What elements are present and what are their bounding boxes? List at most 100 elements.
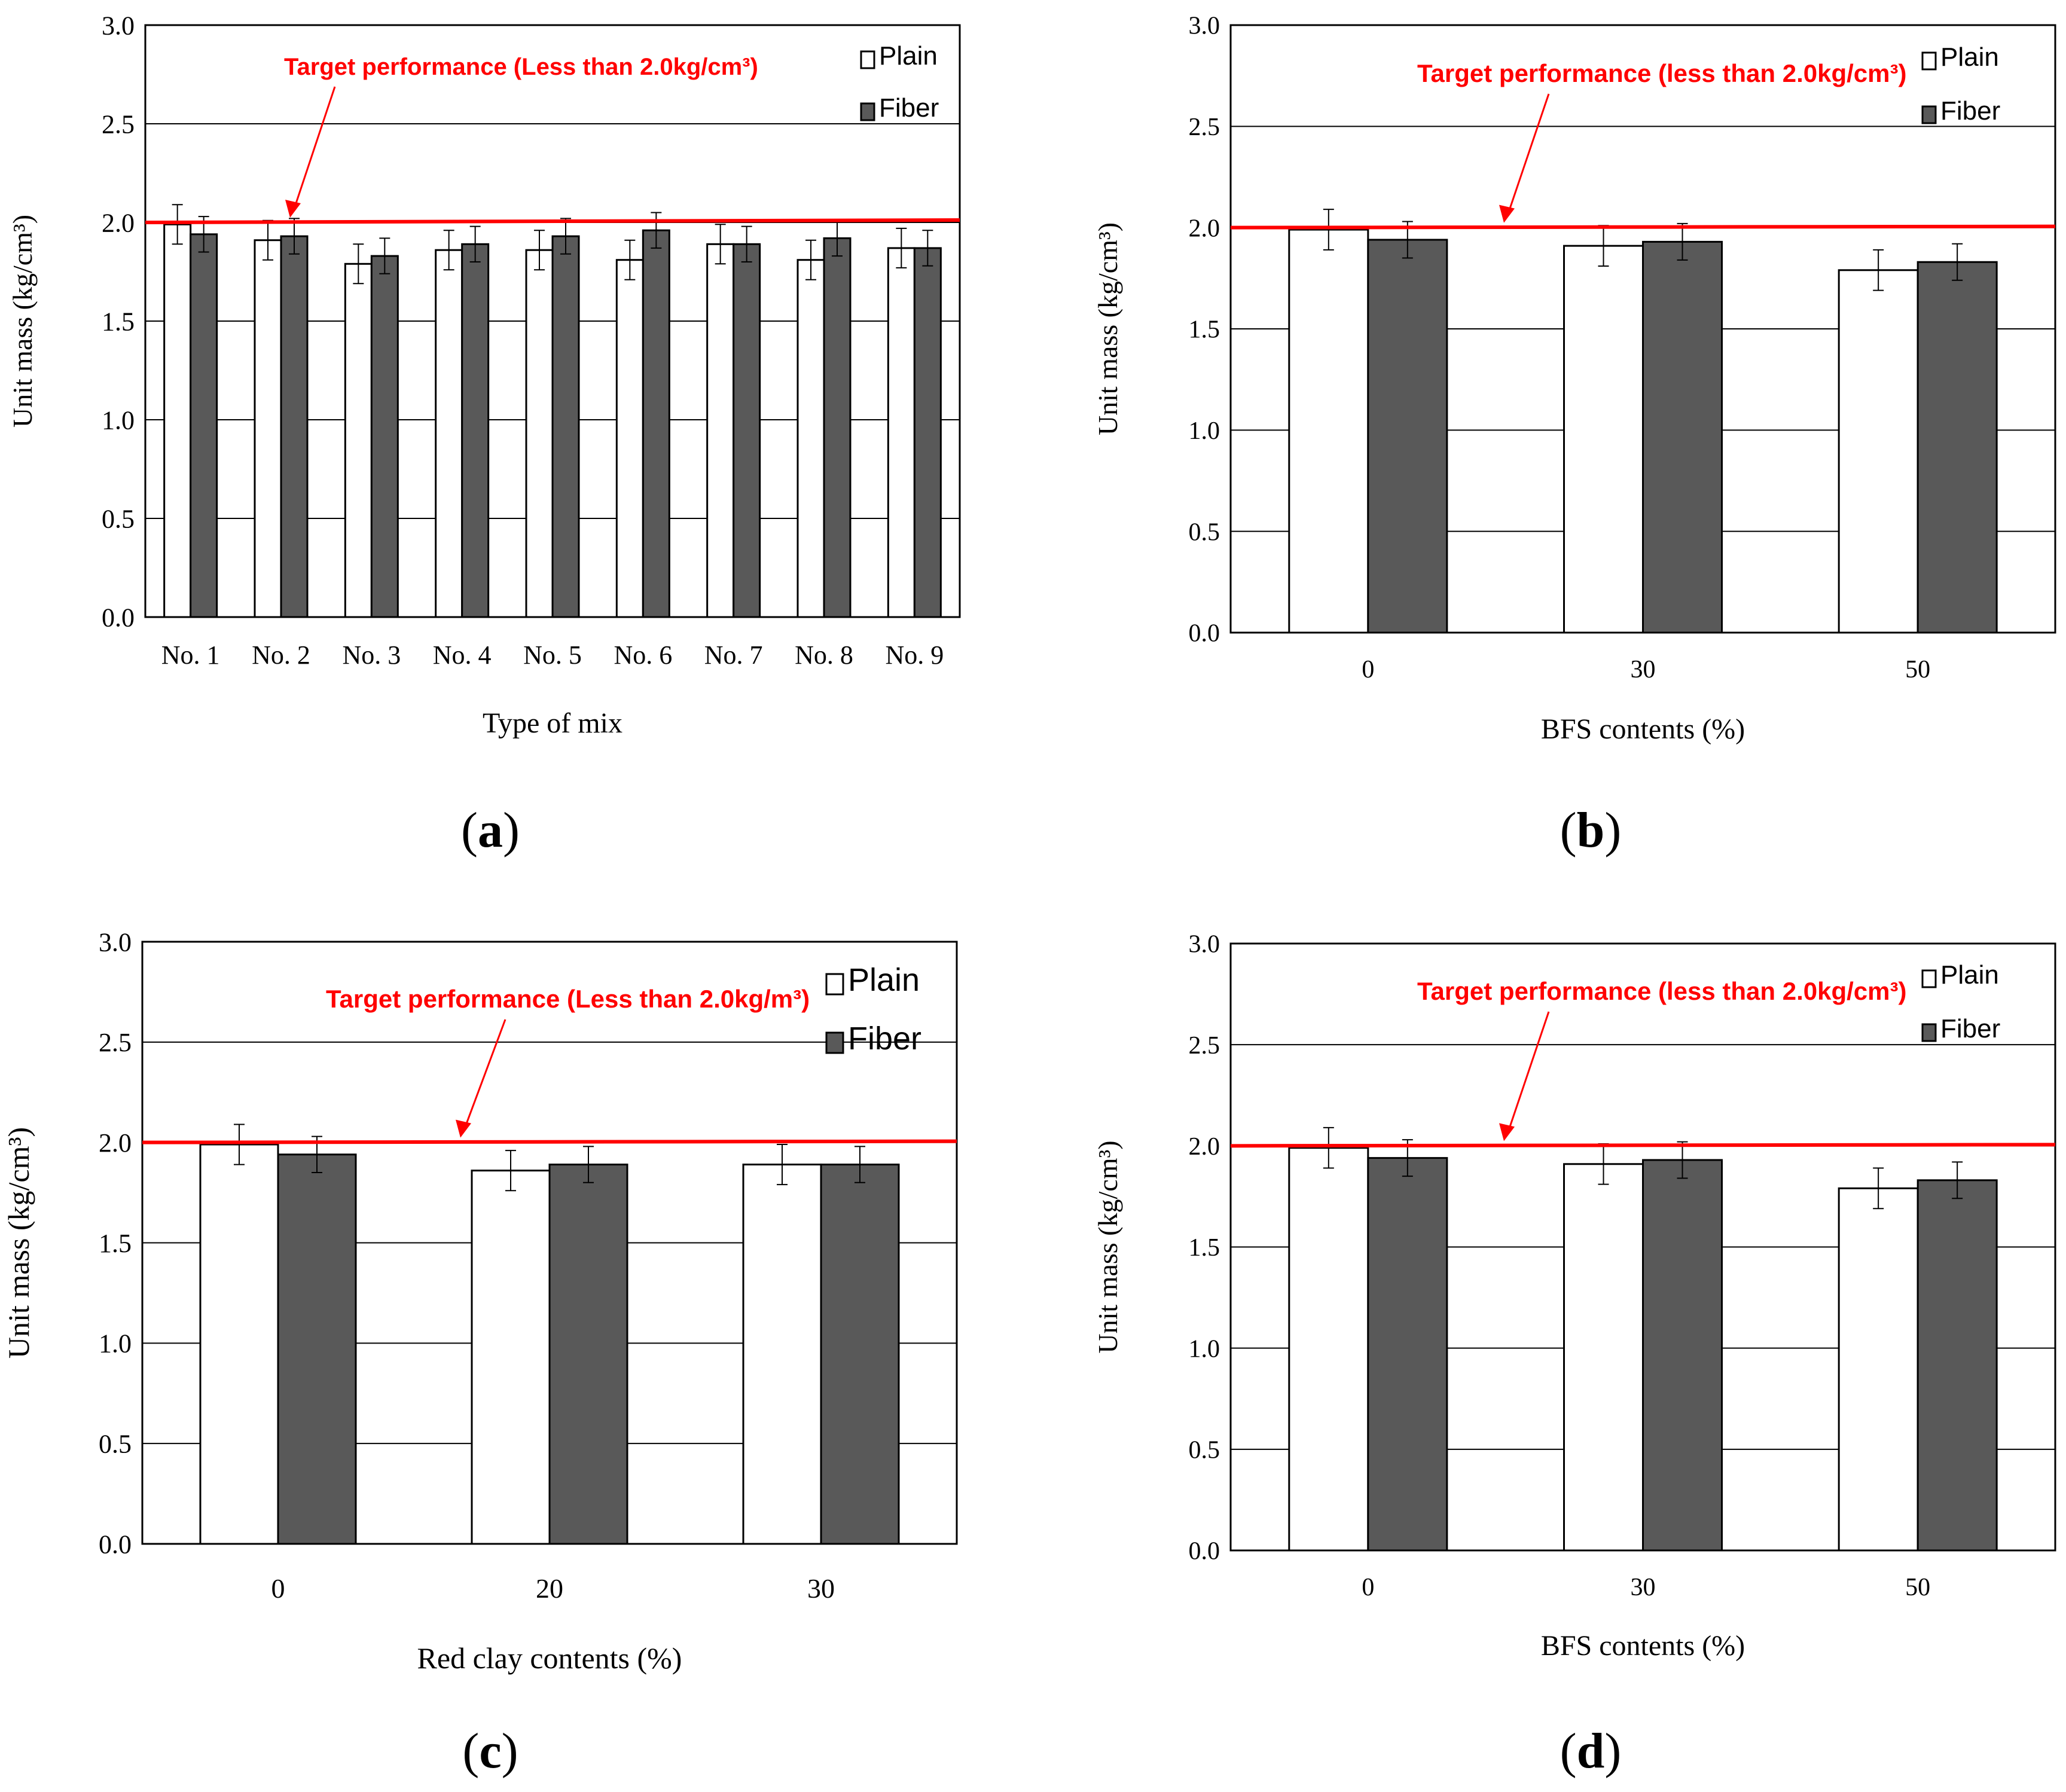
legend-swatch-plain bbox=[860, 50, 875, 69]
y-tick-label: 0.5 bbox=[102, 504, 135, 533]
bar-plain-0 bbox=[1288, 228, 1369, 634]
target-label: Target performance (less than 2.0kg/cm³) bbox=[1417, 977, 1906, 1005]
caption-a-letter: a bbox=[478, 802, 503, 858]
caption-d: (d) bbox=[1560, 1723, 1622, 1779]
target-label: Target performance (less than 2.0kg/cm³) bbox=[1417, 59, 1906, 87]
bar-fiber-no3 bbox=[370, 255, 399, 618]
y-tick-label: 1.5 bbox=[102, 307, 135, 336]
caption-b: (b) bbox=[1560, 802, 1622, 858]
y-tick-label: 2.0 bbox=[1189, 1133, 1220, 1161]
y-tick-label: 2.0 bbox=[102, 208, 135, 237]
x-tick-label: 20 bbox=[536, 1573, 563, 1604]
x-tick-label: 30 bbox=[1631, 656, 1656, 683]
legend-label-fiber: Fiber bbox=[848, 1021, 921, 1057]
bar-fiber-no5 bbox=[551, 235, 580, 618]
y-tick-label: 2.0 bbox=[1189, 215, 1220, 242]
y-tick-label: 2.5 bbox=[1189, 1032, 1220, 1060]
target-label: Target performance (Less than 2.0kg/cm³) bbox=[284, 54, 758, 80]
target-line bbox=[142, 1139, 957, 1144]
bar-plain-no7 bbox=[706, 243, 735, 618]
target-arrow-head bbox=[456, 1119, 471, 1138]
bar-fiber-30 bbox=[1642, 240, 1723, 634]
y-tick-label: 0.5 bbox=[99, 1430, 132, 1459]
x-tick-label: 50 bbox=[1905, 656, 1930, 683]
target-arrow bbox=[464, 1019, 506, 1128]
x-tick-label: 50 bbox=[1905, 1574, 1930, 1601]
bar-fiber-30 bbox=[1642, 1159, 1723, 1552]
legend-swatch-plain bbox=[1921, 51, 1937, 71]
y-tick-label: 3.0 bbox=[1189, 931, 1220, 958]
x-axis-label: BFS contents (%) bbox=[1541, 1630, 1745, 1662]
y-tick-label: 2.5 bbox=[102, 109, 135, 139]
bar-fiber-50 bbox=[1917, 1179, 1998, 1552]
target-line bbox=[145, 218, 960, 224]
bar-fiber-20 bbox=[548, 1164, 628, 1545]
legend-swatch-fiber bbox=[825, 1031, 844, 1054]
caption-d-letter: d bbox=[1576, 1723, 1605, 1779]
x-tick-label: No. 1 bbox=[161, 640, 220, 670]
bar-plain-50 bbox=[1838, 269, 1919, 634]
target-line bbox=[1230, 1143, 2056, 1148]
bar-fiber-no4 bbox=[461, 243, 490, 618]
legend-label-plain: Plain bbox=[879, 41, 938, 71]
target-arrow bbox=[294, 86, 336, 207]
y-tick-label: 3.0 bbox=[1189, 13, 1220, 40]
x-tick-label: No. 9 bbox=[885, 640, 944, 670]
y-tick-label: 0.0 bbox=[1189, 1538, 1220, 1565]
y-axis-label: Unit mass (kg/cm³) bbox=[2, 1127, 35, 1358]
x-tick-label: 30 bbox=[807, 1573, 835, 1604]
legend-label-plain: Plain bbox=[848, 962, 920, 998]
bar-plain-no1 bbox=[163, 223, 192, 618]
y-tick-label: 0.0 bbox=[99, 1530, 132, 1559]
target-line bbox=[1230, 224, 2056, 230]
x-tick-label: 0 bbox=[271, 1573, 285, 1604]
x-tick-label: No. 3 bbox=[342, 640, 401, 670]
target-arrow-head bbox=[285, 200, 301, 218]
bar-fiber-no9 bbox=[913, 247, 942, 618]
bar-fiber-0 bbox=[1367, 239, 1448, 634]
bar-plain-30 bbox=[1563, 245, 1644, 634]
legend-label-fiber: Fiber bbox=[1940, 1014, 2000, 1043]
y-tick-label: 2.5 bbox=[99, 1028, 132, 1057]
target-arrow bbox=[1507, 93, 1550, 213]
legend-swatch-fiber bbox=[1921, 105, 1937, 124]
x-axis-label: BFS contents (%) bbox=[1541, 713, 1745, 745]
y-axis-label: Unit mass (kg/cm³) bbox=[1092, 1140, 1123, 1353]
y-tick-label: 1.0 bbox=[1189, 417, 1220, 445]
bar-fiber-no7 bbox=[733, 243, 761, 618]
y-tick-label: 0.0 bbox=[102, 603, 135, 632]
bar-plain-50 bbox=[1838, 1187, 1919, 1552]
x-tick-label: 0 bbox=[1362, 1574, 1374, 1601]
legend-label-plain: Plain bbox=[1940, 42, 1999, 72]
bar-fiber-30 bbox=[820, 1164, 900, 1545]
x-tick-label: No. 8 bbox=[795, 640, 853, 670]
bar-fiber-50 bbox=[1917, 261, 1998, 634]
x-tick-label: 30 bbox=[1631, 1574, 1656, 1601]
x-axis-label: Red clay contents (%) bbox=[417, 1641, 682, 1675]
x-tick-label: No. 5 bbox=[523, 640, 582, 670]
bar-plain-30 bbox=[1563, 1163, 1644, 1552]
bar-fiber-no1 bbox=[190, 233, 218, 618]
bar-fiber-0 bbox=[1367, 1157, 1448, 1552]
bar-plain-no2 bbox=[254, 239, 282, 618]
bar-plain-30 bbox=[742, 1164, 822, 1545]
caption-c: (c) bbox=[462, 1723, 518, 1779]
y-tick-label: 2.0 bbox=[99, 1128, 132, 1158]
bar-plain-no3 bbox=[344, 262, 373, 618]
x-axis-label: Type of mix bbox=[483, 707, 622, 739]
target-arrow bbox=[1507, 1011, 1550, 1131]
target-label: Target performance (Less than 2.0kg/m³) bbox=[326, 985, 810, 1013]
y-axis-label: Unit mass (kg/cm³) bbox=[1092, 222, 1123, 435]
bar-plain-0 bbox=[1288, 1147, 1369, 1552]
x-tick-label: No. 7 bbox=[704, 640, 763, 670]
legend-label-fiber: Fiber bbox=[879, 93, 939, 123]
y-tick-label: 3.0 bbox=[102, 11, 135, 40]
y-tick-label: 1.5 bbox=[1189, 1234, 1220, 1262]
bar-plain-no5 bbox=[525, 249, 554, 618]
y-tick-label: 0.0 bbox=[1189, 620, 1220, 648]
legend-swatch-fiber bbox=[860, 102, 875, 121]
